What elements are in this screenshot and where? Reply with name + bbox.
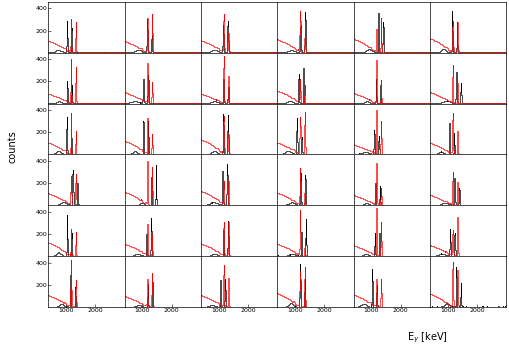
Text: counts: counts: [8, 130, 18, 163]
Text: E$_\gamma$ [keV]: E$_\gamma$ [keV]: [407, 331, 448, 345]
